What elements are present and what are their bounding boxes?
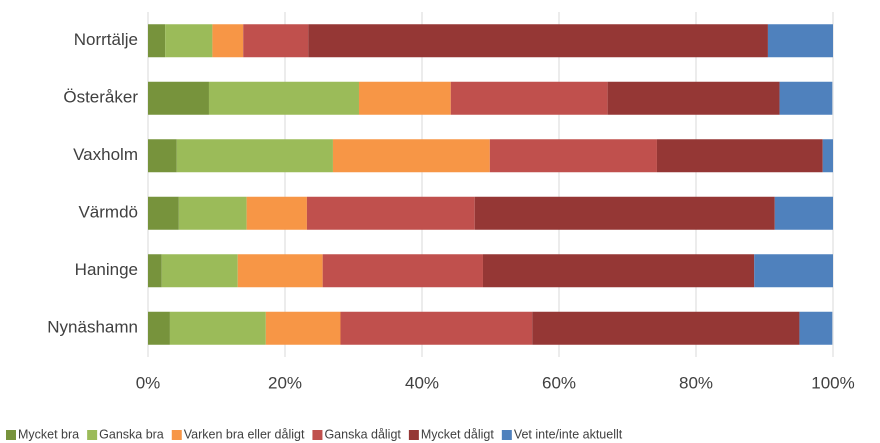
y-tick-label: Värmdö <box>78 203 138 222</box>
legend-swatch <box>501 430 512 440</box>
x-tick-label: 20% <box>268 373 302 392</box>
x-tick-label: 80% <box>679 373 713 392</box>
bar-segment <box>774 196 833 230</box>
bar-segment <box>148 196 179 230</box>
y-tick-label: Haninge <box>75 260 138 279</box>
bar-segment <box>246 196 307 230</box>
bar-segment <box>148 81 209 115</box>
y-tick-label: Norrtälje <box>74 30 138 49</box>
bar-segment <box>161 254 238 288</box>
bar-segment <box>607 81 780 115</box>
legend-swatch <box>87 430 98 440</box>
y-tick-label: Vaxholm <box>73 145 138 164</box>
x-tick-label: 0% <box>136 373 161 392</box>
legend-label: Vet inte/inte aktuellt <box>514 427 623 441</box>
legend-swatch <box>408 430 419 440</box>
bar-segment <box>656 139 823 173</box>
bar-segment <box>165 24 213 58</box>
bar-segment <box>450 81 608 115</box>
bar-segment <box>340 311 533 345</box>
y-tick-label: Nynäshamn <box>47 318 138 337</box>
legend-swatch <box>6 430 16 440</box>
bar-segment <box>237 254 323 288</box>
legend-label: Ganska dåligt <box>324 427 401 441</box>
bar-segment <box>148 311 170 345</box>
bar-segment <box>212 24 244 58</box>
bar-segment <box>779 81 833 115</box>
bar-segment <box>754 254 833 288</box>
bar-segment <box>474 196 775 230</box>
bar-segment <box>148 139 177 173</box>
legend-label: Varken bra eller dåligt <box>184 427 305 441</box>
bar-segment <box>532 311 800 345</box>
bar-segment <box>799 311 833 345</box>
legend-label: Ganska bra <box>99 427 164 441</box>
bar-segment <box>322 254 483 288</box>
bar-segment <box>169 311 266 345</box>
bar-segment <box>176 139 333 173</box>
legend-swatch <box>171 430 182 440</box>
bar-segment <box>482 254 755 288</box>
bar-segment <box>243 24 309 58</box>
x-tick-label: 60% <box>542 373 576 392</box>
y-tick-label: Österåker <box>63 88 138 107</box>
bar-segment <box>308 24 768 58</box>
x-tick-label: 40% <box>405 373 439 392</box>
bar-segment <box>178 196 247 230</box>
bar-segment <box>358 81 451 115</box>
x-tick-label: 100% <box>811 373 854 392</box>
bar-segment <box>822 139 833 173</box>
legend-label: Mycket bra <box>18 427 79 441</box>
bar-segment <box>489 139 657 173</box>
bar-segment <box>767 24 833 58</box>
bar-segment <box>332 139 490 173</box>
legend-label: Mycket dåligt <box>421 427 494 441</box>
legend-swatch <box>312 430 323 440</box>
bar-segment <box>265 311 341 345</box>
bar-segment <box>148 24 166 58</box>
bar-segment <box>306 196 475 230</box>
bar-segment <box>148 254 162 288</box>
bar-segment <box>208 81 359 115</box>
